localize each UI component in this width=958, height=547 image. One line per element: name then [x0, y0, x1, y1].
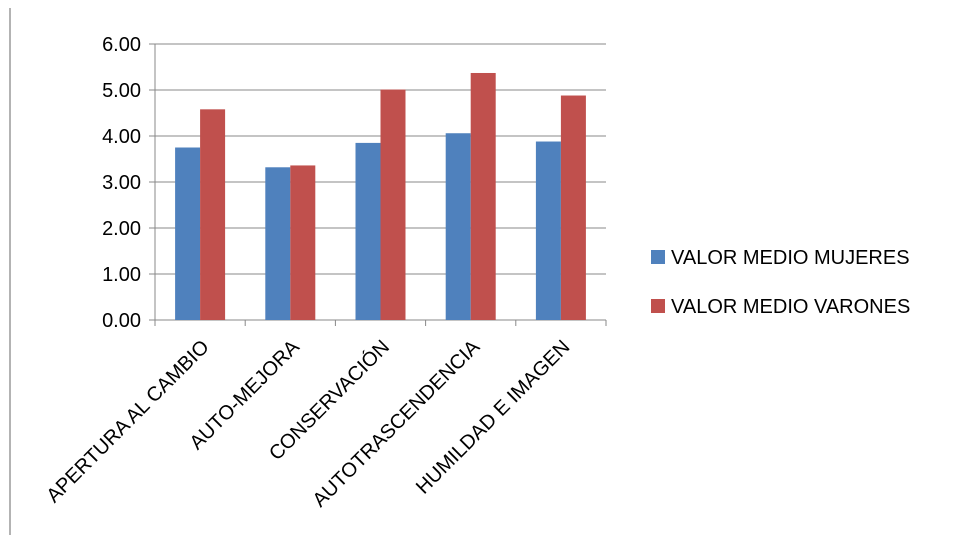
bar-mujeres [265, 167, 291, 320]
bar-mujeres [445, 133, 471, 320]
y-tick-label: 1.00 [102, 264, 141, 286]
bar-varones [560, 95, 586, 321]
legend-swatch [651, 299, 665, 313]
legend-label: VALOR MEDIO MUJERES [671, 247, 910, 269]
bar-varones [290, 165, 316, 320]
bar-mujeres [535, 141, 561, 320]
y-tick-label: 5.00 [102, 80, 141, 102]
y-tick-label: 3.00 [102, 172, 141, 194]
x-tick-label: APERTURA AL CAMBIO [42, 336, 213, 507]
legend: VALOR MEDIO MUJERES VALOR MEDIO VARONES [651, 247, 910, 318]
bar-varones [380, 89, 406, 320]
bar-varones [470, 72, 496, 320]
legend-label: VALOR MEDIO VARONES [671, 296, 910, 318]
bar-mujeres [355, 142, 381, 320]
y-tick-label: 4.00 [102, 126, 141, 148]
y-tick-label: 0.00 [102, 310, 141, 332]
legend-swatch [651, 250, 665, 264]
bar-varones [200, 109, 226, 320]
x-tick-label: HUMILDAD E IMAGEN [412, 336, 575, 499]
bar-mujeres [175, 147, 201, 320]
bars [175, 72, 586, 321]
x-tick-label: AUTOTRASCENDENCIA [309, 336, 485, 512]
y-tick-label: 6.00 [102, 34, 141, 56]
y-tick-label: 2.00 [102, 218, 141, 240]
